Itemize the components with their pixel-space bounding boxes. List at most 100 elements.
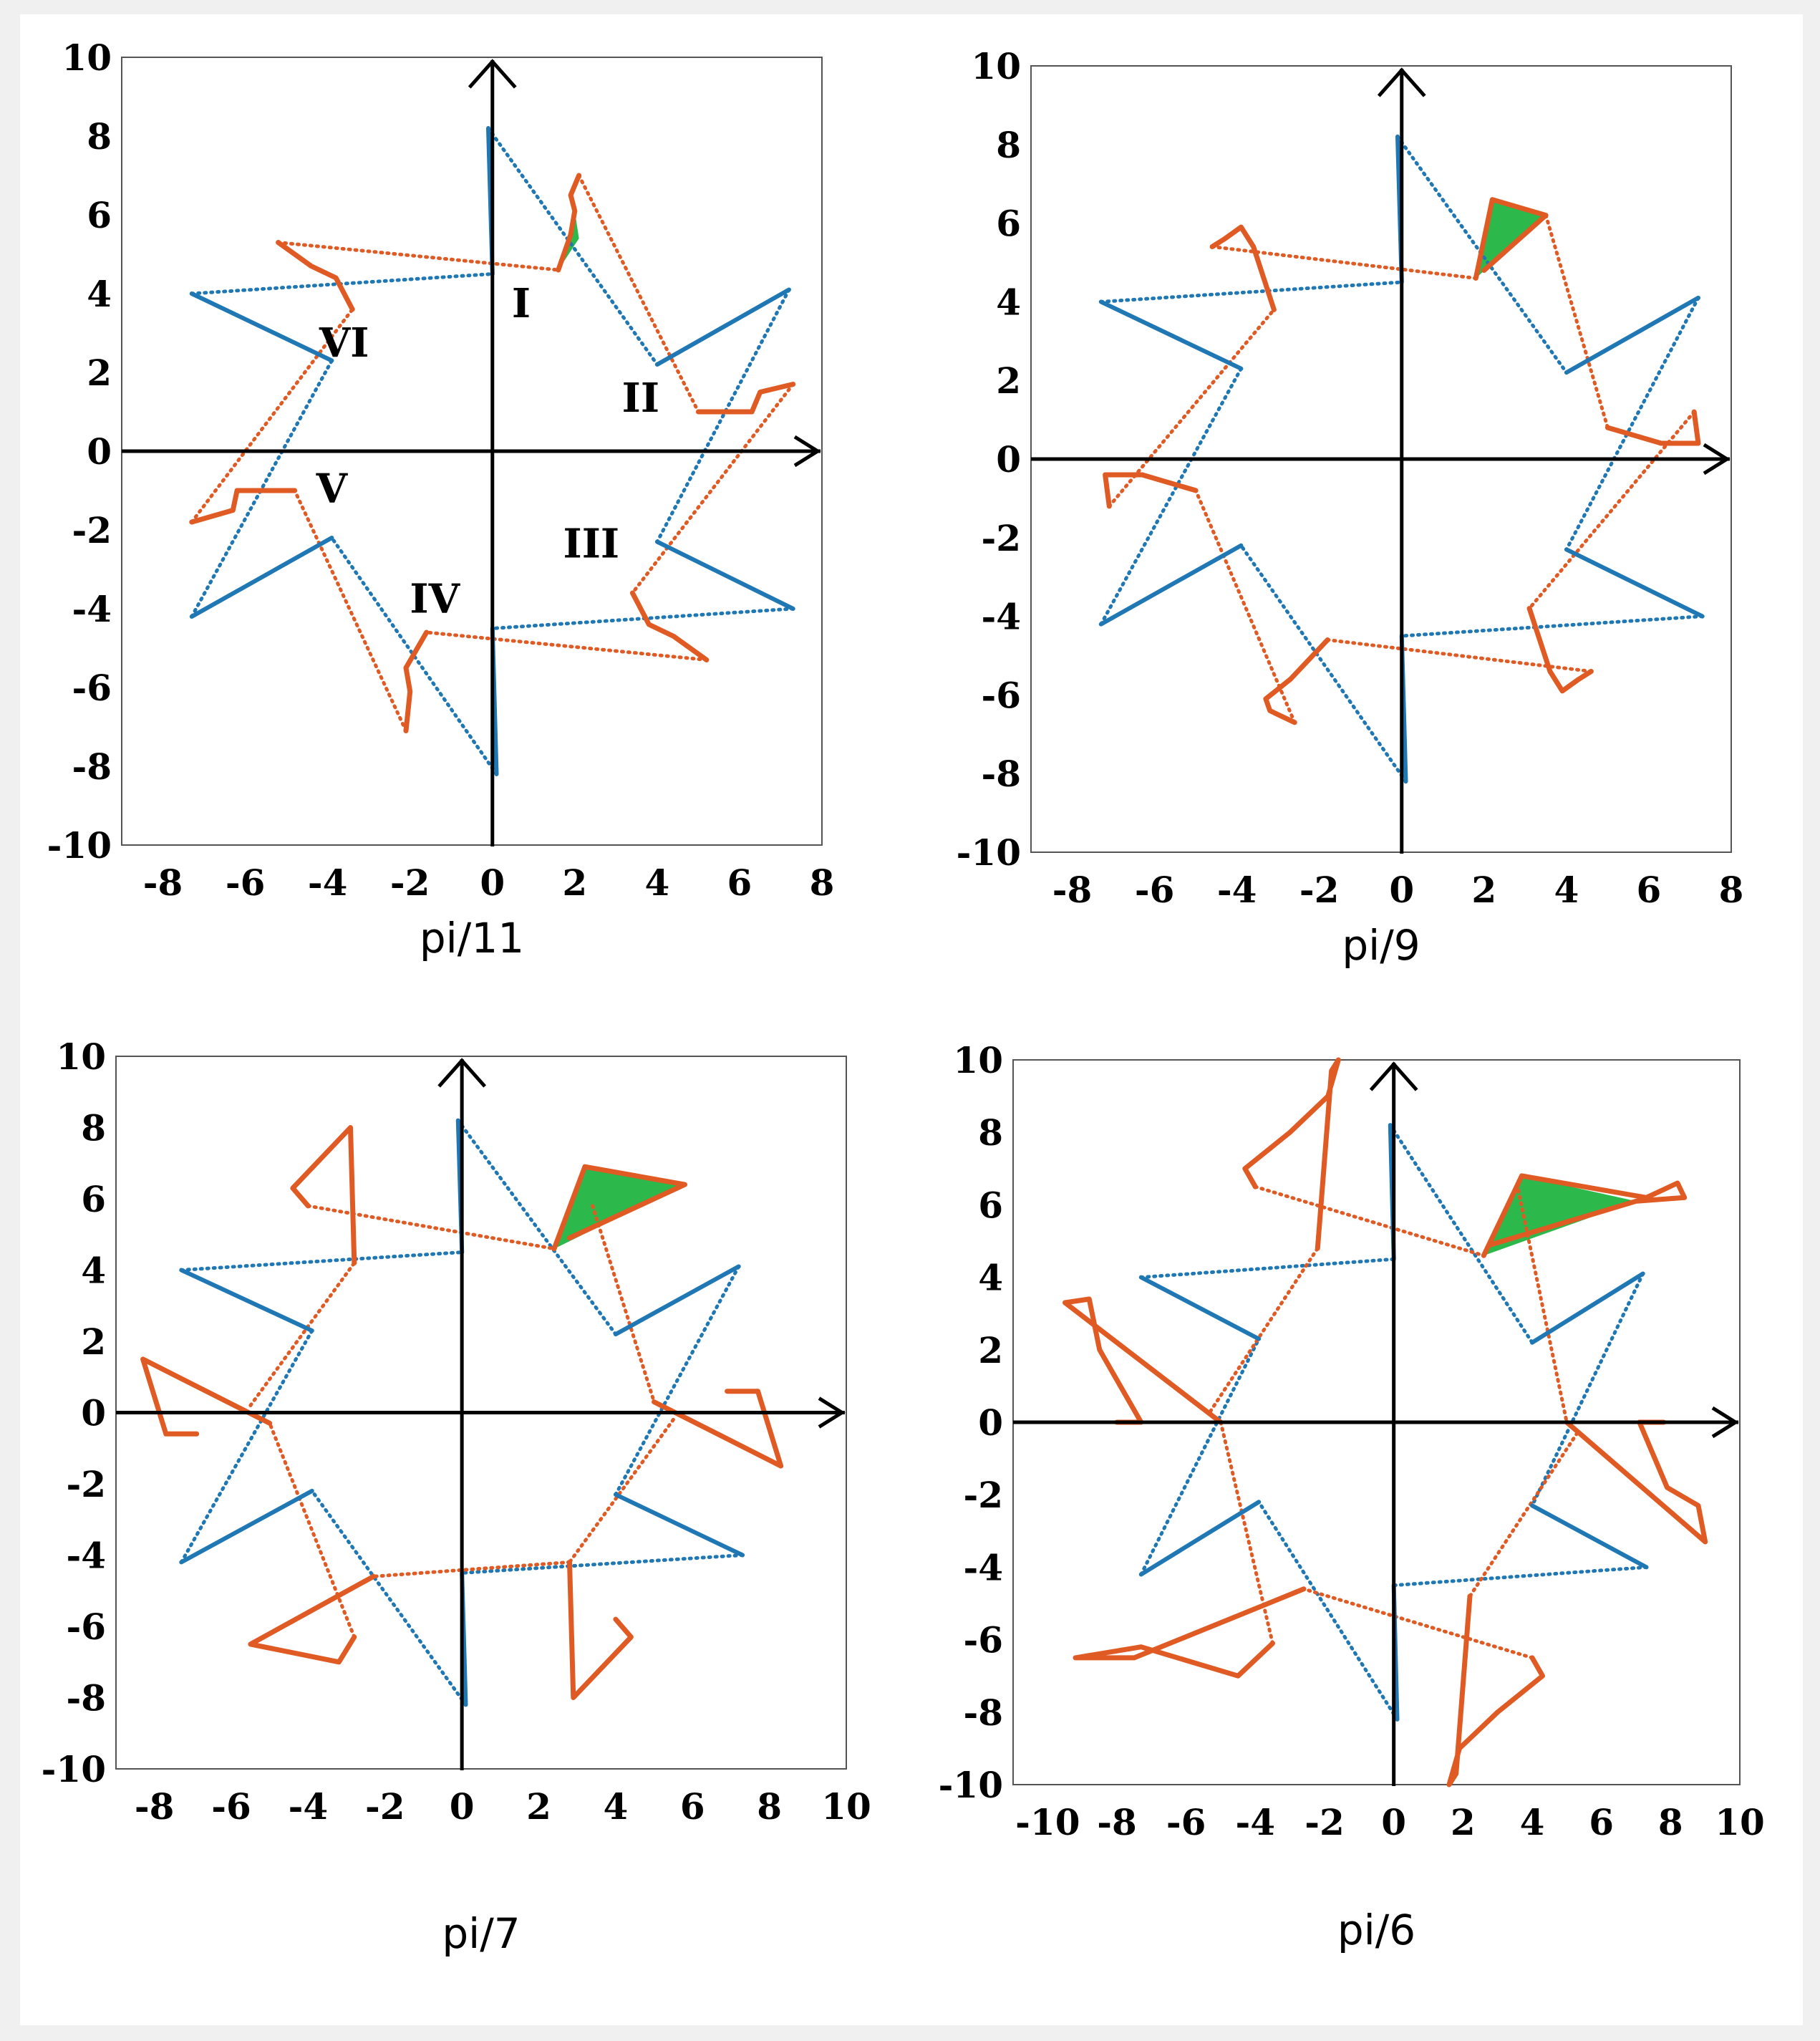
blue-dotted-segment (1139, 1257, 1396, 1280)
y-tick-label: -6 (981, 674, 1021, 716)
blue-solid-segment (189, 291, 334, 363)
orange-dotted-segment (630, 382, 795, 595)
y-tick-label: -8 (981, 753, 1021, 795)
chart-caption: pi/11 (420, 914, 524, 962)
orange-trajectory (290, 1125, 357, 1266)
y-tick-label: -8 (963, 1692, 1003, 1734)
y-axis-arrow-icon (437, 1058, 487, 1088)
orange-dotted-segment (1516, 1188, 1569, 1424)
x-tick-label: 4 (644, 862, 669, 904)
orange-trajectory (652, 1389, 784, 1469)
orange-dotted-segment (425, 630, 709, 662)
y-tick-label: 10 (971, 45, 1021, 87)
orange-trajectory (1446, 1593, 1545, 1787)
y-tick-label: 0 (978, 1401, 1003, 1444)
x-tick-label: 0 (450, 1785, 475, 1828)
blue-dotted-segment (1392, 1565, 1648, 1588)
blue-dotted-segment (1257, 1500, 1399, 1722)
blue-dotted-segment (1388, 1123, 1534, 1345)
x-tick-label: 2 (1471, 869, 1496, 911)
y-tick-label: 10 (56, 1036, 106, 1078)
y-tick-label: 10 (62, 37, 112, 79)
orange-dotted-segment (1209, 1246, 1320, 1414)
x-tick-label: 0 (480, 862, 505, 904)
orange-trajectory (403, 629, 430, 733)
x-tick-label: 8 (757, 1785, 782, 1828)
orange-dotted-segment (268, 1421, 357, 1639)
orange-trajectory (189, 488, 298, 525)
x-tick-label: 4 (603, 1785, 628, 1828)
x-axis-arrow-icon (793, 435, 821, 468)
orange-dotted-segment (568, 1417, 675, 1564)
y-tick-label: 8 (996, 124, 1021, 166)
orange-trajectory (1473, 197, 1549, 281)
x-tick-label: -6 (1135, 869, 1175, 911)
y-tick-label: 4 (87, 273, 112, 315)
blue-solid-segment (179, 1268, 314, 1333)
blue-solid-segment (1564, 547, 1705, 619)
orange-dotted-segment (1302, 1587, 1534, 1660)
y-tick-label: -10 (47, 824, 112, 867)
orange-dotted-segment (577, 173, 700, 414)
sector-label: IV (410, 576, 460, 623)
blue-solid-segment (613, 1264, 741, 1337)
x-tick-label: -8 (1052, 869, 1093, 911)
orange-dotted-segment (372, 1560, 571, 1578)
y-axis-arrow-icon (1369, 1061, 1418, 1091)
orange-dotted-segment (1468, 1431, 1579, 1598)
blue-solid-segment (613, 1492, 745, 1558)
orange-trajectory (1604, 409, 1701, 446)
orange-trajectory (695, 382, 796, 415)
blue-dotted-segment (190, 272, 495, 296)
blue-solid-segment (1530, 1503, 1649, 1570)
y-tick-label: -4 (72, 588, 112, 630)
y-tick-label: -10 (957, 831, 1021, 874)
blue-dotted-segment (614, 1265, 741, 1497)
x-tick-label: 0 (1389, 869, 1414, 911)
x-tick-label: 6 (1637, 869, 1662, 911)
orange-trajectory (1209, 224, 1277, 312)
x-tick-label: 8 (810, 862, 835, 904)
orange-trajectory (556, 173, 582, 273)
blue-solid-segment (179, 1488, 314, 1565)
y-tick-label: -10 (939, 1764, 1003, 1806)
x-tick-label: 6 (680, 1785, 705, 1828)
y-tick-label: 8 (81, 1107, 106, 1149)
y-tick-label: 8 (978, 1111, 1003, 1154)
blue-dotted-segment (1564, 296, 1700, 551)
x-tick-label: 4 (1554, 869, 1579, 911)
y-tick-label: 0 (996, 438, 1021, 481)
y-axis-arrow-icon (468, 59, 517, 89)
blue-dotted-segment (1139, 1337, 1261, 1576)
x-tick-label: -2 (365, 1785, 405, 1828)
green-region (1476, 199, 1546, 279)
y-tick-label: -6 (66, 1606, 106, 1648)
y-tick-label: -4 (963, 1546, 1003, 1588)
x-tick-label: -4 (1217, 869, 1257, 911)
x-tick-label: -6 (226, 862, 266, 904)
blue-dotted-segment (179, 1328, 314, 1564)
x-tick-label: 2 (1451, 1801, 1476, 1843)
y-tick-label: 4 (81, 1250, 106, 1292)
blue-solid-segment (654, 287, 791, 367)
orange-dotted-segment (1527, 410, 1696, 611)
orange-trajectory (1242, 1057, 1341, 1251)
x-tick-label: -8 (143, 862, 183, 904)
orange-trajectory (1073, 1586, 1307, 1679)
y-tick-label: -8 (72, 746, 112, 788)
y-tick-label: 6 (87, 194, 112, 236)
blue-dotted-segment (460, 1553, 745, 1575)
x-tick-label: -4 (289, 1785, 329, 1828)
orange-trajectory (140, 1356, 273, 1437)
sector-label: VI (319, 319, 369, 367)
y-tick-label: 2 (87, 352, 112, 394)
y-tick-label: -10 (42, 1748, 106, 1790)
chart-panel-4: -10 -8 -6 -4 -2 0 2 4 6 8 10 -10 -8 -6 -4 -2 0 2 4 6 8 10 pi/6 (939, 1039, 1765, 1954)
y-tick-label: -6 (72, 667, 112, 709)
x-tick-label: 8 (1658, 1801, 1683, 1843)
x-tick-label: -2 (1299, 869, 1340, 911)
orange-dotted-segment (591, 1204, 657, 1404)
blue-solid-segment (1138, 1500, 1262, 1577)
orange-trajectory (1526, 606, 1594, 694)
orange-trajectory (248, 1573, 377, 1665)
